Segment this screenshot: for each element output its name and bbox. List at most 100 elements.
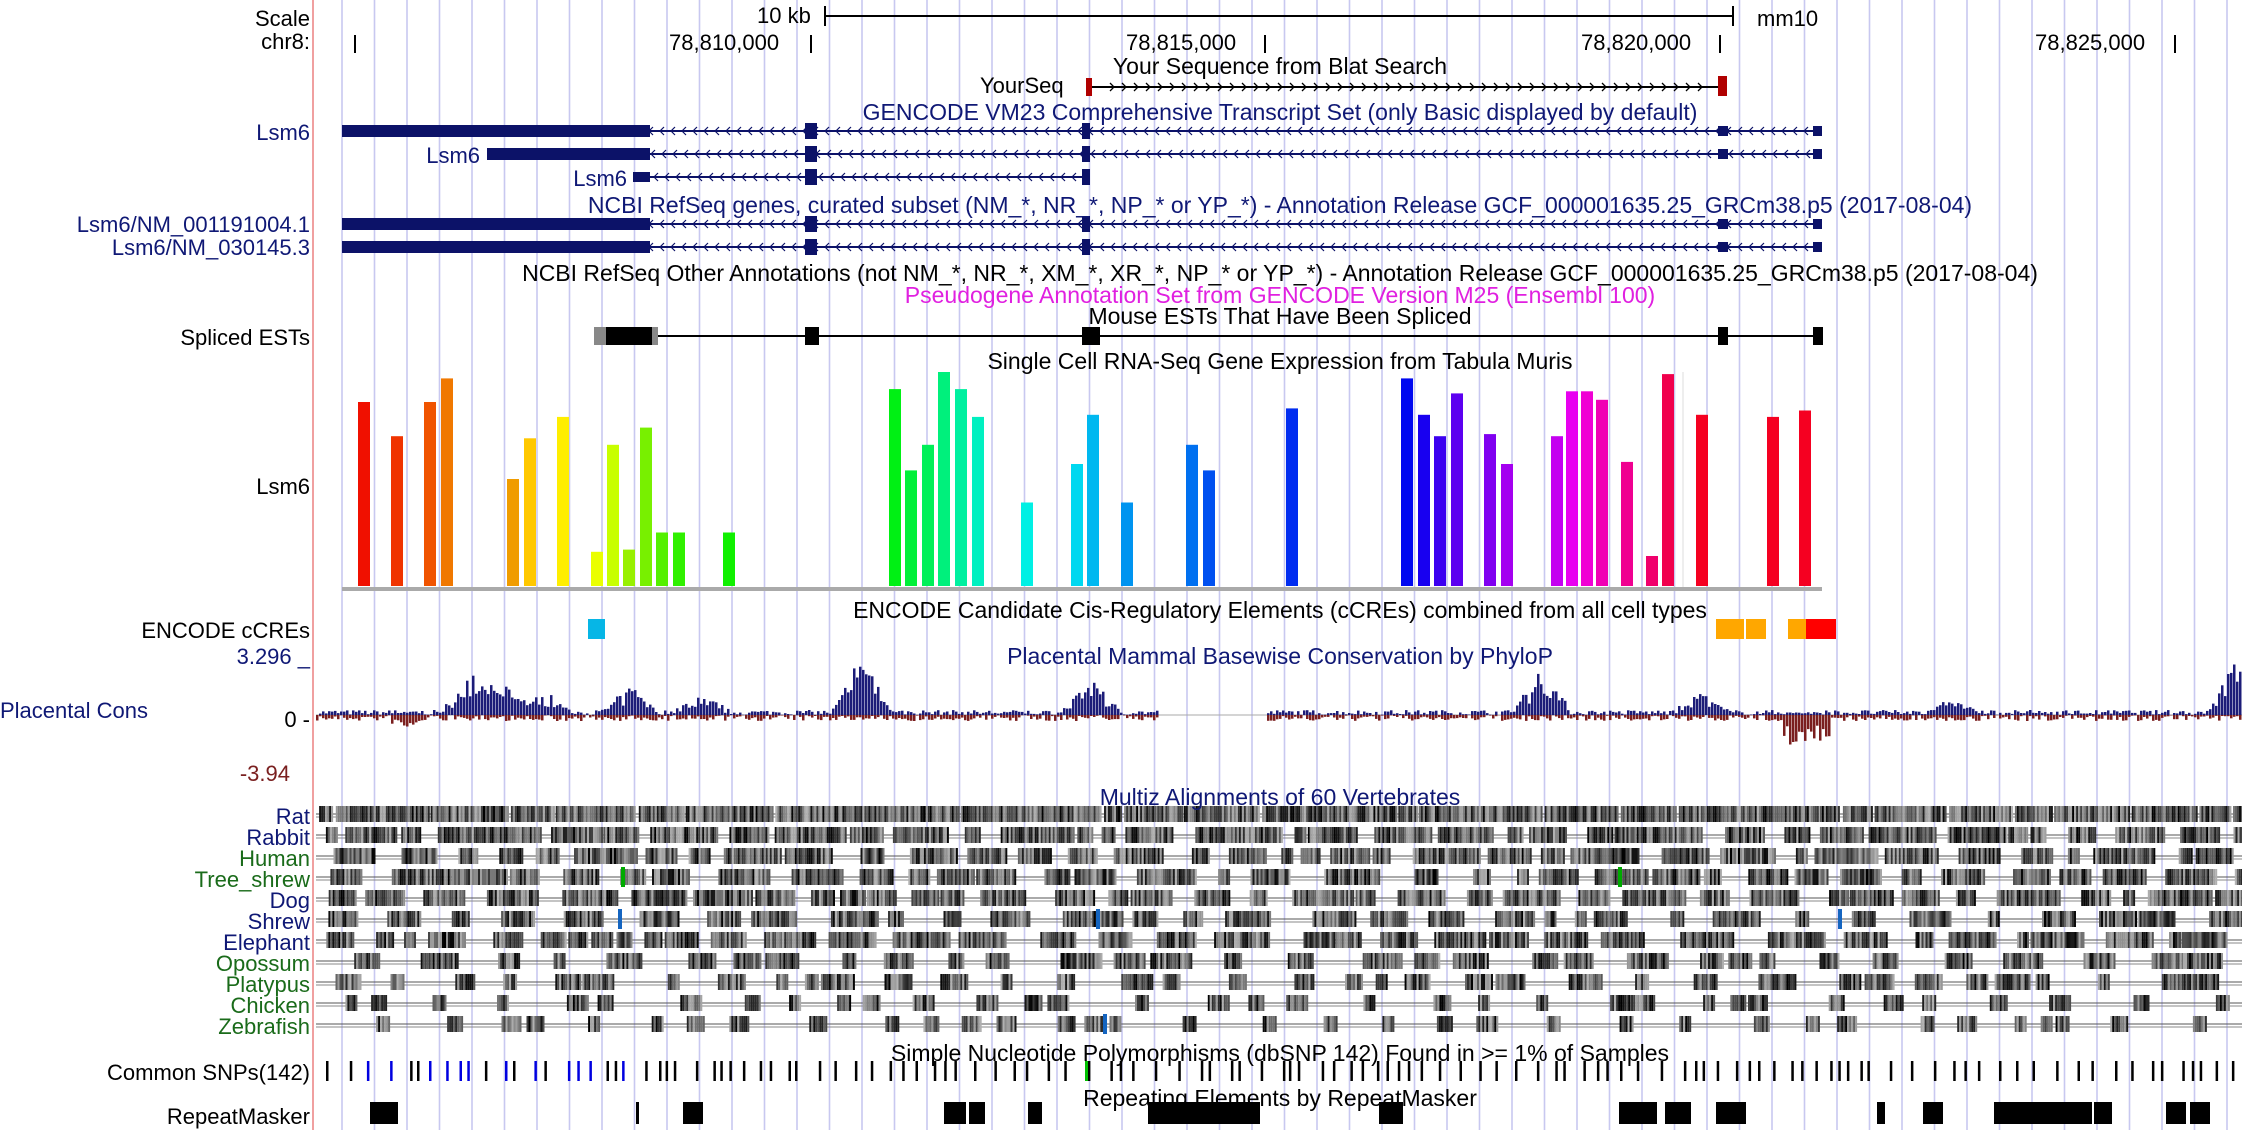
phylop-bar [421,711,424,715]
alignment-column [724,848,726,864]
phylop-bar [1900,714,1903,715]
alignment-column [582,848,584,864]
phylop-bar [2164,715,2167,717]
alignment-column [1871,806,1873,822]
phylop-bar [1435,711,1438,715]
alignment-column [441,806,443,822]
alignment-column [1802,827,1804,843]
alignment-column [899,827,901,843]
alignment-column [1563,827,1565,843]
alignment-column [1545,869,1547,885]
alignment-column [1161,869,1163,885]
alignment-column [480,869,482,885]
alignment-column [594,848,596,864]
phylop-bar [1279,712,1282,715]
phylop-bar [1570,714,1573,715]
gencode-tx3-exon [1082,169,1090,185]
alignment-column [2186,806,2188,822]
alignment-column [593,827,595,843]
alignment-column [872,806,874,822]
phylop-bar [1615,715,1618,718]
alignment-column [1762,848,1764,864]
alignment-column [1764,869,1766,885]
alignment-column [1506,848,1508,864]
alignment-column [1450,827,1452,843]
alignment-column [2061,869,2063,885]
alignment-column [1537,806,1539,822]
phylop-bar [1630,715,1633,721]
alignment-column [389,827,391,843]
alignment-column [1516,848,1518,864]
alignment-column [639,806,641,822]
alignment-column [1342,848,1344,864]
alignment-column [1453,848,1455,864]
phylop-bar [373,715,376,718]
phylop-bar [1672,715,1675,716]
alignment-column [2151,848,2153,864]
alignment-column [1708,869,1710,885]
alignment-column [2047,806,2049,822]
phylop-bar [571,713,574,715]
alignment-column [1269,869,1271,885]
alignment-column [1855,848,1857,864]
alignment-column [754,806,756,822]
phylop-bar [1735,710,1738,715]
alignment-column [961,869,963,885]
phylop-bar [1810,715,1813,732]
alignment-column [1874,869,1876,885]
alignment-column [1332,848,1334,864]
alignment-column [1368,869,1370,885]
alignment-column [414,869,416,885]
alignment-column [500,869,502,885]
phylop-bar [442,712,445,715]
phylop-bar [1921,715,1924,719]
alignment-column [2149,848,2151,864]
alignment-column [1643,869,1645,885]
alignment-column [1455,848,1457,864]
alignment-column [601,827,603,843]
phylop-bar [1342,715,1345,719]
alignment-column [595,827,597,843]
phylop-bar [2158,714,2161,715]
phylop-bar [1969,707,1972,715]
alignment-column [1595,806,1597,822]
alignment-column [744,806,746,822]
alignment-column [612,848,614,864]
phylop-bar [1528,704,1531,715]
alignment-column [2141,827,2143,843]
tabula-bar [1581,391,1593,586]
alignment-column [733,827,735,843]
phylop-bar [1957,703,1960,715]
alignment-column [1781,806,1783,822]
alignment-column [915,827,917,843]
alignment-column [1729,806,1731,822]
alignment-column [910,806,912,822]
phylop-bar [547,707,550,715]
phylop-bar [1552,691,1555,715]
alignment-column [1008,869,1010,885]
alignment-column [1028,848,1030,864]
alignment-column [2021,806,2023,822]
phylop-bar [1672,711,1675,716]
alignment-column [674,869,676,885]
alignment-column [2125,848,2127,864]
alignment-column [954,848,956,864]
alignment-column [1555,806,1557,822]
alignment-column [2129,848,2131,864]
phylop-bar [1003,715,1006,718]
alignment-column [2135,827,2137,843]
alignment-column [1171,827,1173,843]
alignment-column [2098,806,2100,822]
phylop-bar [832,715,835,718]
alignment-column [712,827,714,843]
alignment-column [406,806,408,822]
phylop-bar [979,714,982,715]
phylop-bar [655,715,658,721]
alignment-column [1758,869,1760,885]
alignment-column [1042,848,1044,864]
phylop-bar [2239,672,2242,715]
alignment-column [406,869,408,885]
alignment-column [630,869,632,885]
